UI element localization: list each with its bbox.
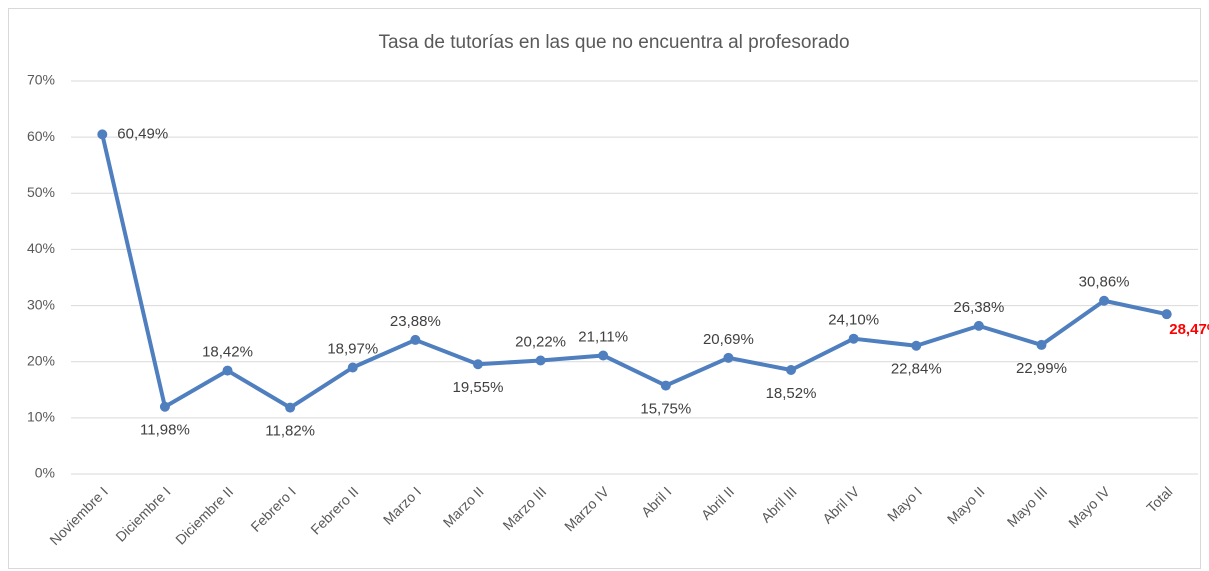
point — [848, 333, 859, 344]
line — [100, 133, 1168, 410]
point — [1161, 309, 1172, 320]
data-label: 28,47% — [1169, 321, 1209, 338]
data-label: 20,22% — [515, 333, 566, 350]
y-tick-label: 10% — [27, 409, 55, 425]
point — [535, 355, 546, 366]
data-label: 18,42% — [202, 344, 253, 361]
data-label: 22,99% — [1016, 360, 1067, 377]
y-tick-label: 50% — [27, 184, 55, 200]
point — [911, 340, 922, 351]
y-tick-label: 70% — [27, 72, 55, 88]
point — [472, 359, 483, 370]
y-tick-label: 0% — [35, 465, 55, 481]
data-label: 18,52% — [766, 385, 817, 402]
chart-title: Tasa de tutorías en las que no encuentra… — [378, 32, 849, 53]
point — [285, 402, 296, 413]
point — [97, 129, 108, 140]
data-label: 24,10% — [828, 312, 879, 329]
y-tick-label: 60% — [27, 128, 55, 144]
point — [973, 320, 984, 331]
y-tick-label: 30% — [27, 296, 55, 312]
data-label: 22,84% — [891, 361, 942, 378]
data-label: 11,98% — [140, 422, 190, 439]
y-tick-label: 20% — [27, 352, 55, 368]
data-label: 11,82% — [265, 423, 315, 440]
point — [159, 401, 170, 412]
point — [598, 350, 609, 361]
point — [1099, 295, 1110, 306]
data-label: 21,11% — [578, 328, 628, 345]
data-label: 23,88% — [390, 313, 441, 330]
y-tick-label: 40% — [27, 240, 55, 256]
point — [786, 365, 797, 376]
point — [222, 365, 233, 376]
data-label: 19,55% — [453, 379, 504, 396]
point — [723, 352, 734, 363]
chart-border — [8, 8, 1201, 569]
data-label: 18,97% — [327, 340, 378, 357]
point — [660, 380, 671, 391]
data-label: 20,69% — [703, 331, 754, 348]
data-label: 26,38% — [953, 299, 1004, 316]
point — [1036, 339, 1047, 350]
data-label: 60,49% — [117, 125, 168, 142]
data-label: 30,86% — [1079, 274, 1130, 291]
point — [410, 334, 421, 345]
data-label: 15,75% — [640, 401, 691, 418]
point — [347, 362, 358, 373]
